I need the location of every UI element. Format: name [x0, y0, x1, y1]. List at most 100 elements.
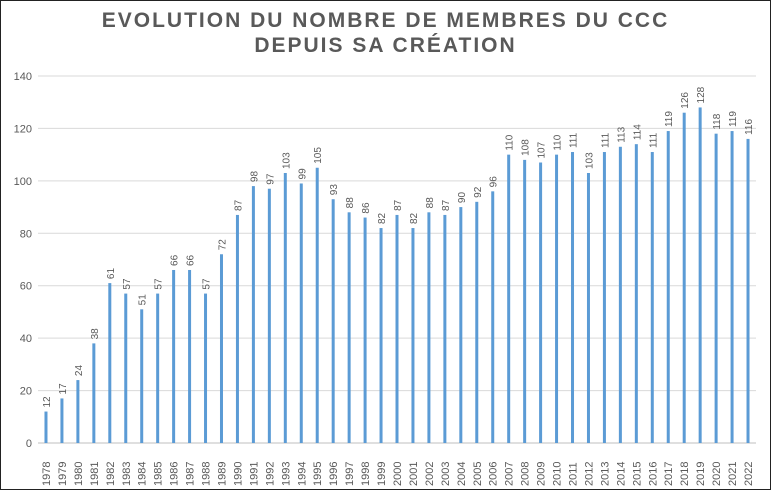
x-tick-label: 2013: [599, 462, 611, 486]
bar: [746, 138, 750, 443]
bar: [523, 159, 527, 443]
x-tick-label: 1997: [344, 462, 356, 486]
x-tick-label: 2017: [663, 462, 675, 486]
data-label: 82: [409, 212, 420, 224]
bar: [491, 191, 495, 443]
x-tick-label: 2012: [583, 462, 595, 486]
bar: [507, 154, 511, 443]
x-tick-label: 1996: [328, 462, 340, 486]
bar: [188, 269, 192, 443]
bar: [60, 398, 64, 443]
bar: [443, 214, 447, 443]
bar: [395, 214, 399, 443]
x-tick-label: 1980: [73, 462, 85, 486]
x-tick-label: 1978: [41, 462, 53, 486]
data-label: 103: [584, 152, 595, 169]
x-axis: 1978 1979 1980 1981 1982 1983 1984 1985 1986 1987…: [41, 462, 755, 486]
x-tick-label: 1982: [105, 462, 117, 486]
bar: [267, 188, 271, 443]
bar: [124, 293, 128, 443]
bar: [427, 212, 431, 443]
data-label: 87: [233, 199, 244, 211]
bar: [539, 162, 543, 443]
bar: [682, 112, 686, 443]
data-label: 110: [505, 134, 516, 150]
x-tick-label: 2006: [488, 462, 500, 486]
data-label: 111: [648, 132, 659, 148]
data-label: 107: [537, 141, 548, 158]
bar: [730, 131, 734, 444]
x-tick-label: 2009: [536, 462, 548, 486]
data-label: 72: [217, 239, 228, 251]
y-axis: 0 20 40 60 80 100 120 140: [14, 71, 32, 450]
bar: [204, 293, 208, 443]
x-tick-label: 2011: [568, 462, 580, 486]
bar: [586, 172, 590, 443]
x-tick-label: 2004: [456, 462, 468, 486]
x-tick-label: 1979: [57, 462, 69, 486]
x-tick-label: 2022: [743, 462, 755, 486]
bar: [698, 107, 702, 443]
bar: [571, 152, 575, 443]
x-tick-label: 2018: [679, 462, 691, 486]
y-tick-label: 60: [20, 281, 32, 293]
bar: [714, 133, 718, 443]
bar: [108, 283, 112, 443]
data-label: 66: [170, 254, 181, 266]
x-tick-label: 1988: [201, 462, 213, 486]
bar: [219, 254, 223, 443]
y-tick-label: 80: [20, 228, 32, 240]
x-tick-label: 1993: [280, 462, 292, 486]
x-tick-label: 1992: [264, 462, 276, 486]
bar: [251, 186, 255, 443]
chart-title-line1: EVOLUTION DU NOMBRE DE MEMBRES DU CCC: [101, 9, 670, 32]
data-label: 111: [600, 132, 611, 148]
data-label: 97: [265, 173, 276, 185]
x-tick-label: 2001: [408, 462, 420, 486]
x-tick-label: 2003: [440, 462, 452, 486]
data-label: 57: [202, 278, 213, 290]
chart-title-line2: DEPUIS SA CRÉATION: [254, 34, 517, 57]
data-label: 96: [489, 176, 500, 188]
y-tick-label: 40: [20, 333, 32, 345]
x-tick-label: 2020: [711, 462, 723, 486]
data-label: 119: [728, 111, 739, 127]
bar: [283, 172, 287, 443]
x-tick-label: 1987: [185, 462, 197, 486]
bar: [363, 217, 367, 443]
x-tick-label: 1991: [248, 462, 260, 486]
bar: [299, 183, 303, 443]
bar: [666, 131, 670, 444]
x-tick-label: 2002: [424, 462, 436, 486]
x-tick-label: 1990: [232, 462, 244, 486]
bar: [315, 167, 319, 443]
bar: [634, 144, 638, 443]
data-label: 98: [249, 171, 260, 183]
chart-title: EVOLUTION DU NOMBRE DE MEMBRES DU CCC DE…: [0, 8, 771, 58]
x-tick-label: 1998: [360, 462, 372, 486]
x-tick-label: 2019: [695, 462, 707, 486]
x-tick-label: 2021: [727, 462, 739, 486]
x-tick-label: 1985: [153, 462, 165, 486]
bar: [411, 228, 415, 443]
y-tick-label: 0: [26, 438, 32, 450]
bar: [76, 380, 80, 443]
x-tick-label: 2008: [520, 462, 532, 486]
bar: [331, 199, 335, 443]
y-tick-label: 140: [14, 71, 32, 83]
x-tick-label: 1983: [121, 462, 133, 486]
data-label: 116: [744, 119, 755, 135]
x-tick-label: 2005: [472, 462, 484, 486]
y-tick-label: 20: [20, 386, 32, 398]
data-label: 57: [122, 278, 133, 290]
data-label: 126: [680, 92, 691, 109]
x-tick-label: 1981: [89, 462, 101, 486]
bar: [459, 207, 463, 443]
bar: [140, 309, 144, 443]
data-label: 88: [345, 197, 356, 209]
data-label: 93: [329, 184, 340, 196]
data-label: 66: [186, 254, 197, 266]
data-label: 82: [377, 212, 388, 224]
